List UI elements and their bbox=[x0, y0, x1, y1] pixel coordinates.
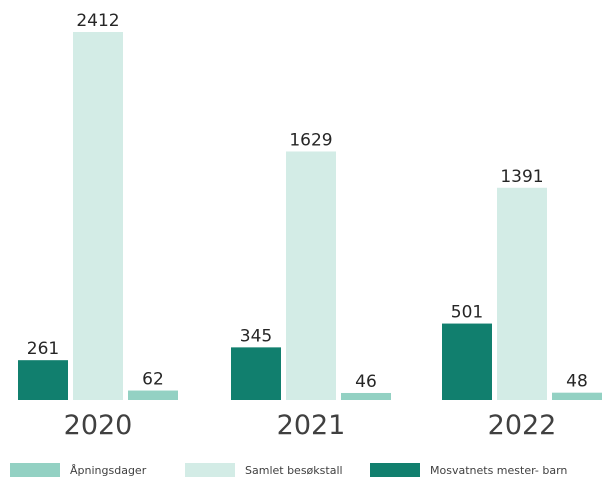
legend-swatch-mosvatnets-mester-barn bbox=[370, 463, 420, 477]
value-label-mosvatnets-mester-barn-2022: 501 bbox=[451, 303, 483, 323]
value-labels: 261 2412 62 345 1629 46 501 1391 48 bbox=[27, 11, 588, 392]
bars bbox=[18, 32, 602, 400]
bar-samlet-bes-kstall-2020 bbox=[73, 32, 123, 400]
bar-a-pningsdager-2021 bbox=[341, 392, 391, 400]
bar-mosvatnets-mester-barn-2020 bbox=[18, 360, 68, 400]
bar-mosvatnets-mester-barn-2021 bbox=[231, 347, 281, 400]
legend-label-samlet-bes-kstall: Samlet besøkstall bbox=[245, 464, 343, 477]
value-label-a-pningsdager-2020: 62 bbox=[142, 370, 164, 390]
category-labels: 2020 2021 2022 bbox=[64, 410, 557, 441]
bar-a-pningsdager-2022 bbox=[552, 392, 602, 400]
value-label-samlet-bes-kstall-2020: 2412 bbox=[76, 11, 119, 31]
category-label-2022: 2022 bbox=[488, 410, 557, 441]
value-label-samlet-bes-kstall-2022: 1391 bbox=[500, 167, 543, 187]
legend: Åpningsdager Samlet besøkstall Mosvatnets … bbox=[10, 463, 567, 477]
category-label-2020: 2020 bbox=[64, 410, 133, 441]
legend-swatch-samlet-bes-kstall bbox=[185, 463, 235, 477]
legend-label-mosvatnets-mester-barn: Mosvatnets mester- barn bbox=[430, 464, 567, 477]
value-label-a-pningsdager-2021: 46 bbox=[355, 372, 377, 392]
value-label-mosvatnets-mester-barn-2020: 261 bbox=[27, 339, 59, 359]
legend-swatch-a-pningsdager bbox=[10, 463, 60, 477]
legend-label-a-pningsdager: Åpningsdager bbox=[70, 464, 147, 477]
value-label-mosvatnets-mester-barn-2021: 345 bbox=[240, 326, 272, 346]
bar-samlet-bes-kstall-2021 bbox=[286, 151, 336, 400]
value-label-samlet-bes-kstall-2021: 1629 bbox=[289, 130, 332, 150]
bar-samlet-bes-kstall-2022 bbox=[497, 187, 547, 400]
bar-a-pningsdager-2020 bbox=[128, 390, 178, 400]
value-label-a-pningsdager-2022: 48 bbox=[566, 372, 588, 392]
bar-mosvatnets-mester-barn-2022 bbox=[442, 323, 492, 400]
category-label-2021: 2021 bbox=[277, 410, 346, 441]
